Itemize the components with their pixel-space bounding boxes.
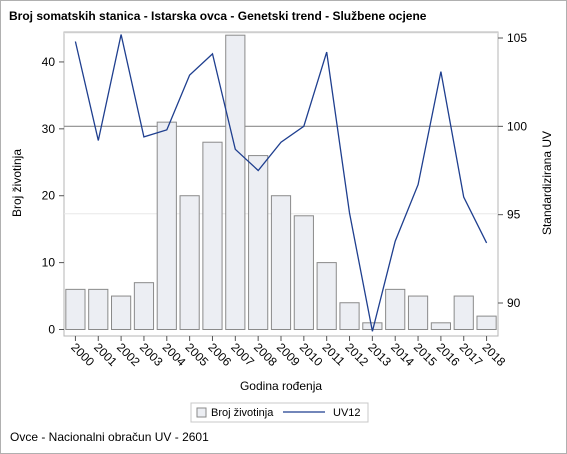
y2-tick-label: 95 bbox=[507, 208, 521, 222]
bar-2016 bbox=[430, 322, 451, 330]
y-tick-label: 20 bbox=[42, 189, 56, 203]
x-tick-label: 2017 bbox=[457, 340, 486, 369]
bar-2007 bbox=[225, 34, 246, 330]
footnote: Ovce - Nacionalni obračun UV - 2601 bbox=[10, 430, 209, 444]
y-tick-label: 10 bbox=[42, 256, 56, 270]
bar-2017 bbox=[453, 295, 474, 330]
legend-label-line: UV12 bbox=[333, 407, 361, 419]
bar-2015 bbox=[407, 295, 429, 330]
bar-2010 bbox=[293, 215, 314, 331]
bar-2014 bbox=[385, 288, 406, 331]
y2-tick-label: 100 bbox=[507, 119, 527, 133]
x-tick-label: 2006 bbox=[205, 340, 234, 369]
x-tick-label: 2000 bbox=[68, 340, 97, 369]
x-tick-label: 2009 bbox=[274, 340, 303, 369]
legend-swatch-bar bbox=[196, 407, 207, 418]
y-tick-label: 30 bbox=[42, 122, 56, 136]
x-tick-label: 2003 bbox=[137, 340, 166, 369]
bar-2011 bbox=[316, 262, 337, 330]
x-tick-label: 2014 bbox=[388, 340, 417, 369]
x-tick-label: 2011 bbox=[320, 340, 348, 368]
bar-2018 bbox=[476, 315, 497, 331]
x-tick-label: 2005 bbox=[183, 340, 212, 369]
bar-2008 bbox=[248, 155, 269, 330]
x-tick-label: 2008 bbox=[251, 340, 280, 369]
bar-2001 bbox=[88, 288, 109, 331]
bar-2009 bbox=[270, 195, 292, 330]
x-tick-label: 2018 bbox=[479, 340, 508, 369]
y-tick-label: 40 bbox=[42, 55, 56, 69]
chart-title: Broj somatskih stanica - Istarska ovca -… bbox=[9, 9, 427, 23]
x-tick-label: 2015 bbox=[411, 340, 440, 369]
legend: Broj životinja UV12 bbox=[190, 402, 369, 423]
y2-tick-label: 105 bbox=[507, 31, 527, 45]
bar-2003 bbox=[133, 282, 155, 330]
bar-2002 bbox=[111, 295, 132, 330]
y2-tick-label: 90 bbox=[507, 296, 521, 310]
x-tick-label: 2002 bbox=[114, 340, 143, 369]
bar-2005 bbox=[179, 195, 200, 330]
bar-2006 bbox=[202, 141, 223, 330]
bar-2004 bbox=[156, 121, 177, 331]
x-tick-label: 2001 bbox=[91, 340, 120, 369]
x-tick-label: 2010 bbox=[297, 340, 326, 369]
y-tick-label: 0 bbox=[48, 323, 55, 337]
x-tick-label: 2016 bbox=[434, 340, 463, 369]
x-tick-label: 2004 bbox=[160, 340, 189, 369]
x-tick-label: 2012 bbox=[342, 340, 371, 369]
y2-axis-label: Standardizirana UV bbox=[540, 131, 554, 235]
bar-2000 bbox=[65, 288, 86, 331]
x-tick-label: 2013 bbox=[365, 340, 394, 369]
legend-label-bar: Broj životinja bbox=[211, 407, 274, 419]
x-tick-label: 2007 bbox=[228, 340, 257, 369]
y-axis-label: Broj životinja bbox=[10, 149, 24, 217]
uv12-line bbox=[74, 34, 488, 332]
x-axis-label: Godina rođenja bbox=[240, 379, 322, 393]
legend-frame bbox=[190, 402, 369, 423]
bar-2012 bbox=[339, 302, 360, 331]
